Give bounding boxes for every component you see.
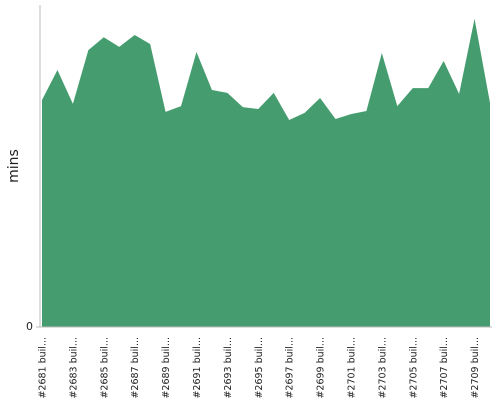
y-tick-label: 0 [26, 320, 33, 333]
x-tick-label: #2689 buil... [161, 337, 172, 399]
y-axis-title: mins [6, 149, 22, 183]
x-tick-label: #2685 buil... [99, 337, 110, 399]
x-tick-label: #2683 buil... [68, 337, 79, 399]
x-tick-label: #2699 buil... [316, 337, 327, 399]
x-tick-label: #2697 buil... [285, 337, 296, 399]
x-tick-label: #2693 buil... [223, 337, 234, 399]
x-tick-label: #2695 buil... [254, 337, 265, 399]
x-tick-label: #2701 buil... [346, 337, 357, 399]
x-tick-label: #2709 buil... [470, 337, 481, 399]
x-tick-label: #2703 buil... [377, 337, 388, 399]
x-tick-label: #2705 buil... [408, 337, 419, 399]
area [42, 18, 490, 327]
x-tick-label: #2681 buil... [38, 337, 49, 399]
x-tick-label: #2707 buil... [439, 337, 450, 399]
x-tick-label: #2691 buil... [192, 337, 203, 399]
x-tick-label: #2687 buil... [130, 337, 141, 399]
